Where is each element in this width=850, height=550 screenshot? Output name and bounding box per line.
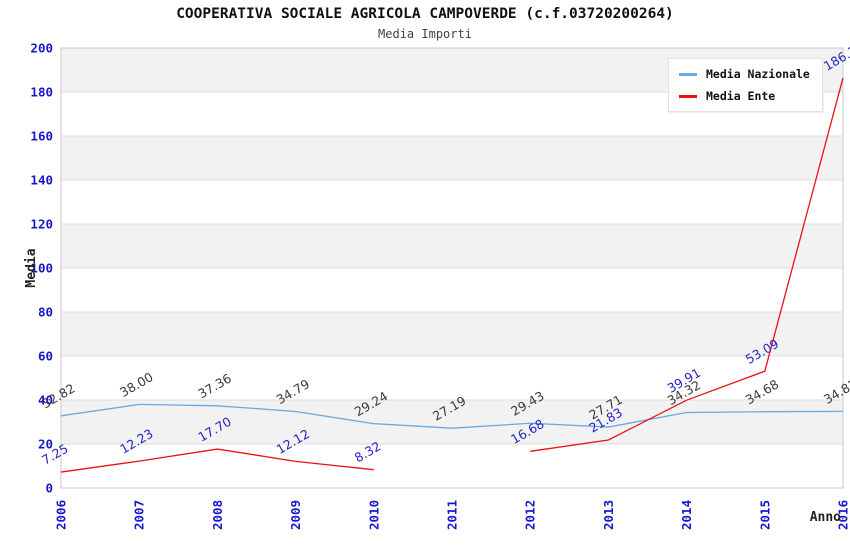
legend-label-media-ente: Media Ente xyxy=(706,89,776,103)
y-tick-label: 200 xyxy=(30,41,53,56)
y-axis-title: Media xyxy=(24,248,39,287)
legend: Media Nazionale Media Ente xyxy=(668,58,823,112)
y-tick-label: 100 xyxy=(30,261,53,276)
y-tick-label: 120 xyxy=(30,217,53,232)
plot-band xyxy=(61,268,843,312)
plot-band xyxy=(61,444,843,488)
plot-band xyxy=(61,180,843,224)
x-tick-label: 2012 xyxy=(523,500,538,530)
chart-subtitle: Media Importi xyxy=(378,27,472,41)
x-axis-title: Anno xyxy=(810,510,841,525)
y-tick-label: 40 xyxy=(38,393,53,408)
plot-band xyxy=(61,356,843,400)
y-tick-label: 20 xyxy=(38,437,53,452)
y-tick-label: 180 xyxy=(30,85,53,100)
series-line-ente xyxy=(60,448,374,473)
x-tick-label: 2016 xyxy=(836,500,850,530)
ente-line-swatch-icon xyxy=(679,94,697,98)
legend-item-media-ente: Media Ente xyxy=(679,89,810,103)
series-line-nazionale xyxy=(60,403,844,429)
x-tick-label: 2011 xyxy=(445,500,460,530)
plot-border xyxy=(60,47,844,489)
plot-band xyxy=(61,224,843,268)
plot-band xyxy=(61,400,843,444)
y-tick-label: 60 xyxy=(38,349,53,364)
series-line-ente xyxy=(530,77,844,452)
x-tick-label: 2007 xyxy=(132,500,147,530)
legend-item-media-nazionale: Media Nazionale xyxy=(679,67,810,81)
x-tick-label: 2014 xyxy=(679,500,694,530)
x-tick-label: 2010 xyxy=(366,500,381,530)
x-tick-label: 2013 xyxy=(601,500,616,530)
x-tick-label: 2009 xyxy=(288,500,303,530)
y-tick-label: 160 xyxy=(30,129,53,144)
y-tick-label: 140 xyxy=(30,173,53,188)
y-tick-label: 0 xyxy=(45,481,53,496)
legend-label-media-nazionale: Media Nazionale xyxy=(706,67,810,81)
plot-band xyxy=(61,136,843,180)
x-tick-label: 2006 xyxy=(54,500,69,530)
nazionale-line-swatch-icon xyxy=(679,72,697,76)
x-tick-label: 2015 xyxy=(757,500,772,530)
y-tick-label: 80 xyxy=(38,305,53,320)
plot-band xyxy=(61,312,843,356)
x-tick-label: 2008 xyxy=(210,500,225,530)
chart-title: COOPERATIVA SOCIALE AGRICOLA CAMPOVERDE … xyxy=(176,6,674,22)
